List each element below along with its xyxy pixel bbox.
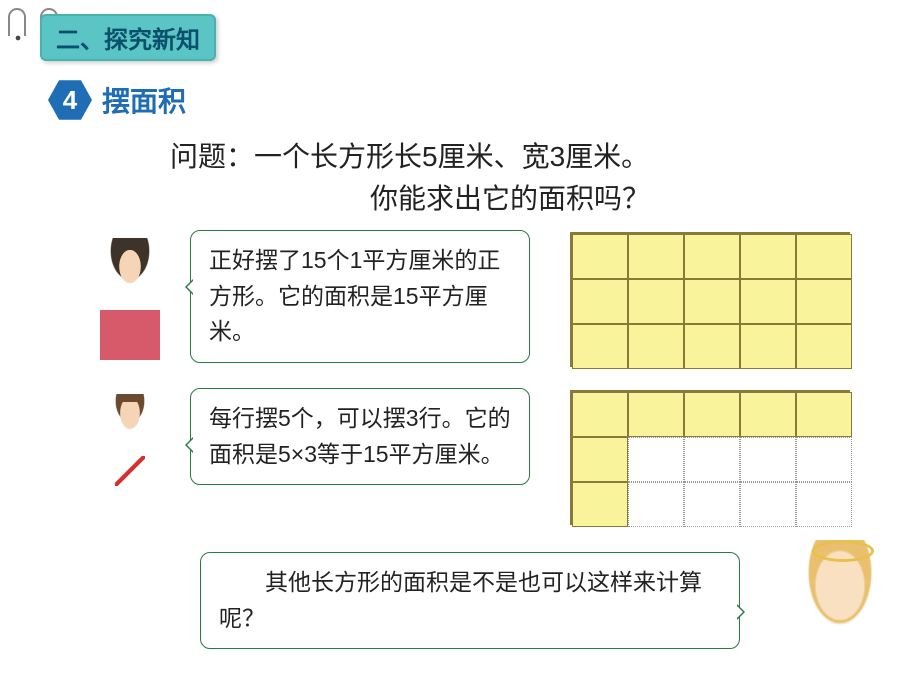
grid-cell <box>628 392 684 437</box>
grid-cell <box>684 279 740 324</box>
grid-cell <box>628 482 684 527</box>
subsection-header: 4 摆面积 <box>48 78 186 122</box>
bubble-angel-text: 其他长方形的面积是不是也可以这样来计算呢？ <box>219 569 702 631</box>
question-line1: 问题：一个长方形长5厘米、宽3厘米。 <box>170 136 850 178</box>
grid-cell <box>740 234 796 279</box>
grid-cell <box>628 234 684 279</box>
bubble-row-angel: 其他长方形的面积是不是也可以这样来计算呢？ <box>200 552 740 649</box>
grid-cell <box>684 392 740 437</box>
speech-bubble-girl: 正好摆了15个1平方厘米的正方形。它的面积是15平方厘米。 <box>190 230 530 363</box>
avatar-boy <box>80 388 180 518</box>
grid-cell <box>572 234 628 279</box>
grid-cell <box>628 324 684 369</box>
hex-badge: 4 <box>48 78 92 122</box>
grid-full <box>570 232 850 367</box>
grid-cell <box>684 324 740 369</box>
subsection-title: 摆面积 <box>102 80 186 120</box>
grid-cell <box>796 482 852 527</box>
grid-cell <box>628 437 684 482</box>
grid-cell <box>572 482 628 527</box>
grid-cell <box>684 482 740 527</box>
speech-bubble-angel: 其他长方形的面积是不是也可以这样来计算呢？ <box>200 552 740 649</box>
grid-cell <box>796 279 852 324</box>
grid-cell <box>740 437 796 482</box>
bubble-girl-text: 正好摆了15个1平方厘米的正方形。它的面积是15平方厘米。 <box>209 247 500 344</box>
bubble-boy-text: 每行摆5个，可以摆3行。它的面积是5×3等于15平方厘米。 <box>209 405 511 467</box>
grid-cell <box>684 234 740 279</box>
grid-cell <box>572 324 628 369</box>
grid-cell <box>796 392 852 437</box>
avatar-angel <box>780 540 900 670</box>
grid-cell <box>796 437 852 482</box>
section-tab-label: 二、探究新知 <box>56 27 200 54</box>
grid-cell <box>740 279 796 324</box>
avatar-girl <box>80 230 180 360</box>
bubble-row-boy: 每行摆5个，可以摆3行。它的面积是5×3等于15平方厘米。 <box>80 388 530 518</box>
grid-cell <box>572 279 628 324</box>
section-tab: 二、探究新知 <box>40 14 216 61</box>
grid-cell <box>572 437 628 482</box>
badge-number: 4 <box>63 85 77 116</box>
grid-partial <box>570 390 850 525</box>
speech-bubble-boy: 每行摆5个，可以摆3行。它的面积是5×3等于15平方厘米。 <box>190 388 530 485</box>
grid-cell <box>628 279 684 324</box>
grid-cell <box>796 234 852 279</box>
grid-cell <box>740 482 796 527</box>
grid-cell <box>572 392 628 437</box>
question-block: 问题：一个长方形长5厘米、宽3厘米。 你能求出它的面积吗？ <box>170 136 850 220</box>
bubble-row-girl: 正好摆了15个1平方厘米的正方形。它的面积是15平方厘米。 <box>80 230 530 363</box>
grid-cell <box>684 437 740 482</box>
grid-cell <box>740 324 796 369</box>
spiral-ring <box>8 8 26 36</box>
question-line2: 你能求出它的面积吗？ <box>170 178 850 220</box>
grid-cell <box>796 324 852 369</box>
grid-cell <box>740 392 796 437</box>
